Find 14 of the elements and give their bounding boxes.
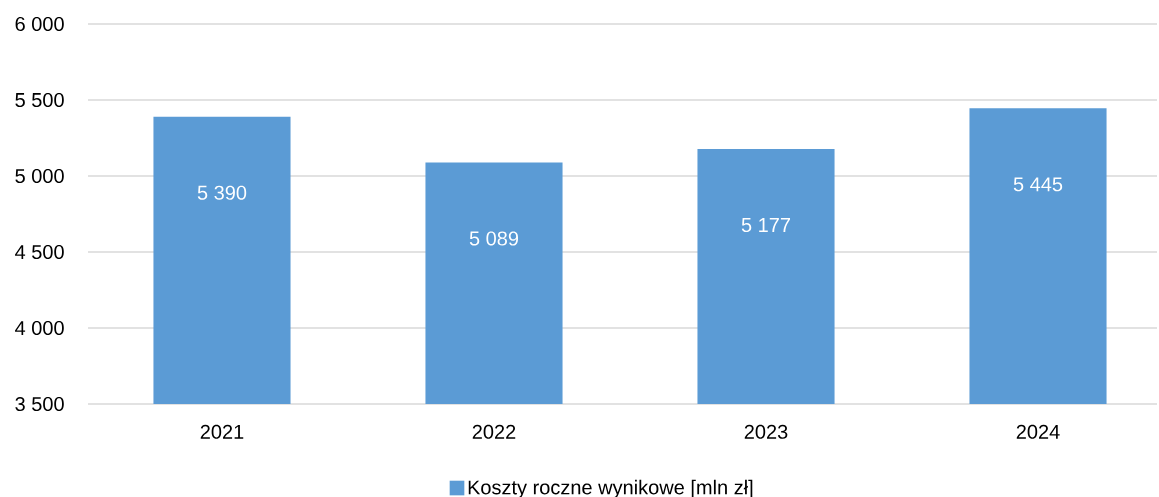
- data-label: 5 177: [741, 218, 790, 233]
- y-tick-label: 4 000: [15, 320, 64, 336]
- data-label: 5 089: [469, 231, 519, 246]
- y-tick-label: 4 500: [15, 244, 64, 260]
- x-tick-label: 2022: [472, 424, 516, 439]
- x-tick-label: 2023: [744, 424, 788, 439]
- y-tick-label: 5 500: [15, 92, 64, 108]
- data-label: 5 445: [1013, 177, 1063, 192]
- x-tick-label: 2021: [200, 424, 244, 439]
- y-tick-label: 5 000: [15, 168, 64, 184]
- y-tick-label: 3 500: [15, 396, 64, 412]
- data-label: 5 390: [197, 185, 247, 200]
- x-tick-label: 2024: [1016, 424, 1060, 439]
- y-tick-label: 6 000: [15, 16, 64, 32]
